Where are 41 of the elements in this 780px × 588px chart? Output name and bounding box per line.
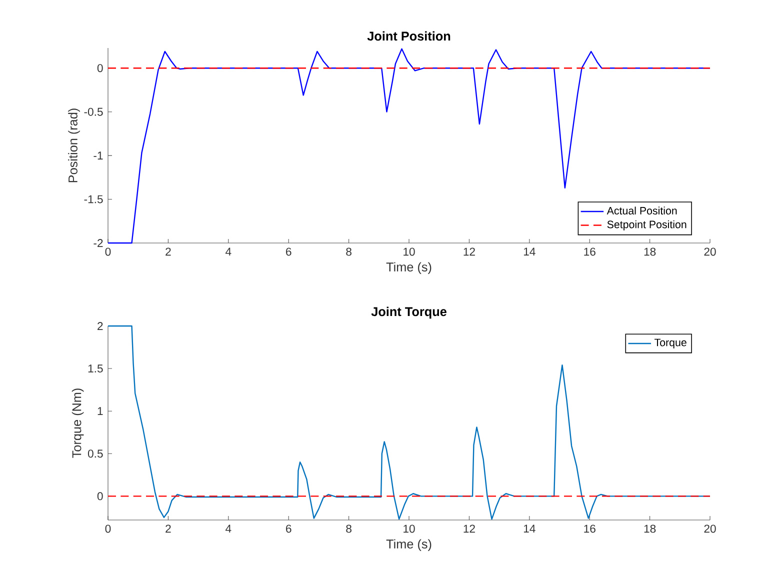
x-tick-label: 2 (166, 524, 171, 533)
x-tick-label: 10 (404, 248, 415, 256)
y-tick-label: 1 (98, 407, 103, 415)
y-tick-label: 0.5 (88, 450, 103, 458)
y-tick-label: 1.5 (88, 364, 103, 372)
x-tick-label: 16 (584, 248, 596, 256)
x-tick-label: 2 (166, 248, 171, 256)
x-tick-label: 12 (464, 248, 475, 256)
x-tick-label: 16 (584, 524, 596, 533)
y-tick-label: -1.5 (84, 195, 103, 204)
x-tick-label: 4 (226, 524, 232, 533)
x-tick-label: 0 (105, 524, 111, 533)
legend-label: Torque (654, 338, 686, 348)
x-tick-label: 6 (286, 248, 292, 256)
legend-label: Actual Position (606, 206, 677, 215)
x-tick-label: 14 (524, 248, 536, 256)
x-tick-label: 6 (286, 524, 292, 533)
x-tick-label: 0 (105, 248, 111, 256)
y-tick-label: -1 (94, 152, 103, 160)
chart-title: Joint Torque (371, 306, 446, 319)
x-axis-title: Time (s) (386, 539, 432, 552)
y-tick-label: 0 (97, 64, 103, 72)
y-tick-label: 0 (97, 492, 103, 500)
y-axis-title: Position (rad) (68, 108, 80, 182)
x-tick-label: 12 (464, 524, 475, 533)
y-axis-title: Torque (Nm) (72, 388, 84, 458)
x-tick-label: 8 (346, 524, 352, 533)
x-tick-label: 4 (226, 248, 232, 256)
x-tick-label: 8 (346, 248, 352, 256)
x-tick-label: 10 (404, 524, 415, 533)
y-tick-label: 2 (98, 322, 103, 330)
x-axis-title: Time (s) (386, 262, 432, 274)
x-tick-label: 18 (644, 248, 656, 256)
legend-label: Setpoint Position (607, 220, 686, 230)
y-tick-label: -2 (94, 239, 103, 247)
x-tick-label: 18 (644, 524, 656, 533)
x-tick-label: 14 (524, 524, 536, 533)
y-tick-label: -0.5 (84, 108, 103, 116)
x-tick-label: 20 (704, 524, 716, 533)
chart-title: Joint Position (367, 31, 450, 41)
x-tick-label: 20 (704, 248, 716, 256)
